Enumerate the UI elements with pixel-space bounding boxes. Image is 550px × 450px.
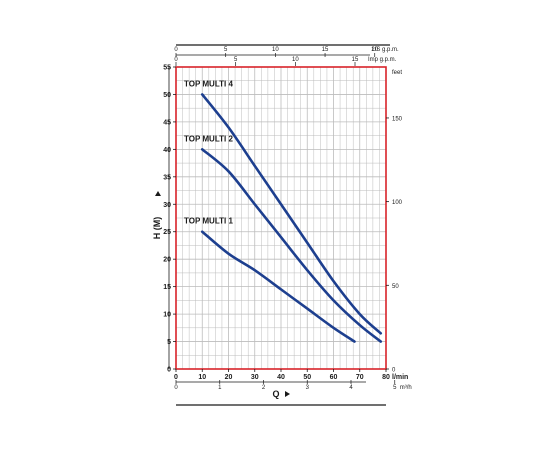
m3h-tick-label: 4 [349, 385, 353, 391]
feet-tick-label: 150 [392, 116, 403, 122]
y-tick-label: 0 [167, 367, 171, 374]
imp-gpm-tick-label: 10 [292, 57, 299, 63]
us-gpm-tick-label: 5 [224, 47, 228, 53]
us-gpm-unit-label: US g.p.m. [372, 47, 399, 53]
feet-tick-label: 100 [392, 200, 403, 206]
x-axis-title: Q [272, 389, 279, 399]
y-tick-label: 20 [163, 257, 171, 264]
axes: 0510152025303540455055H (M)050100150feet… [152, 44, 412, 406]
feet-tick-label: 50 [392, 284, 399, 290]
series-label-top-multi-1: TOP MULTI 1 [184, 217, 233, 226]
us-gpm-tick-label: 0 [174, 47, 178, 53]
y-tick-label: 55 [163, 65, 171, 72]
y-axis-title: H (M) [152, 217, 162, 240]
x-tick-label: 0 [174, 374, 178, 381]
x-unit-label: l/min [392, 374, 408, 381]
y-tick-label: 50 [163, 92, 171, 99]
y-tick-label: 30 [163, 202, 171, 209]
x-tick-label: 70 [356, 374, 364, 381]
y-tick-label: 15 [163, 284, 171, 291]
grid [176, 67, 386, 369]
us-gpm-tick-label: 10 [272, 47, 279, 53]
y-tick-label: 10 [163, 312, 171, 319]
x-tick-label: 40 [277, 374, 285, 381]
series-label-top-multi-2: TOP MULTI 2 [184, 134, 233, 143]
x-tick-label: 10 [198, 374, 206, 381]
y-tick-label: 25 [163, 229, 171, 236]
x-tick-label: 60 [330, 374, 338, 381]
y-tick-label: 35 [163, 174, 171, 181]
x-tick-label: 50 [303, 374, 311, 381]
series-layer: TOP MULTI 4 TOP MULTI 2 TOP MULTI 1 [184, 79, 383, 343]
imp-gpm-tick-label: 5 [234, 57, 238, 63]
imp-gpm-unit-label: Imp g.p.m. [368, 57, 397, 63]
series-line-top-multi-1 [200, 230, 356, 343]
m3h-tick-label: 5 [393, 385, 397, 391]
m3h-tick-label: 3 [306, 385, 310, 391]
us-gpm-tick-label: 20 [371, 47, 378, 53]
imp-gpm-tick-label: 0 [174, 57, 178, 63]
imp-gpm-tick-label: 15 [352, 57, 359, 63]
y-axis-arrow-icon [155, 191, 161, 196]
x-tick-label: 80 [382, 374, 390, 381]
series-line-top-multi-4 [200, 93, 383, 335]
x-tick-label: 30 [251, 374, 259, 381]
series-line-top-multi-2 [200, 148, 383, 343]
m3h-tick-label: 2 [262, 385, 266, 391]
m3h-unit-label: m³/h [400, 385, 412, 391]
m3h-tick-label: 1 [218, 385, 222, 391]
x-tick-label: 20 [225, 374, 233, 381]
us-gpm-tick-label: 15 [322, 47, 329, 53]
m3h-tick-label: 0 [174, 385, 178, 391]
feet-tick-label: 0 [392, 368, 396, 374]
series-label-top-multi-4: TOP MULTI 4 [184, 79, 233, 88]
y-tick-label: 40 [163, 147, 171, 154]
x-axis-arrow-icon [285, 391, 290, 397]
y-tick-label: 45 [163, 119, 171, 126]
feet-unit-label: feet [392, 70, 402, 76]
